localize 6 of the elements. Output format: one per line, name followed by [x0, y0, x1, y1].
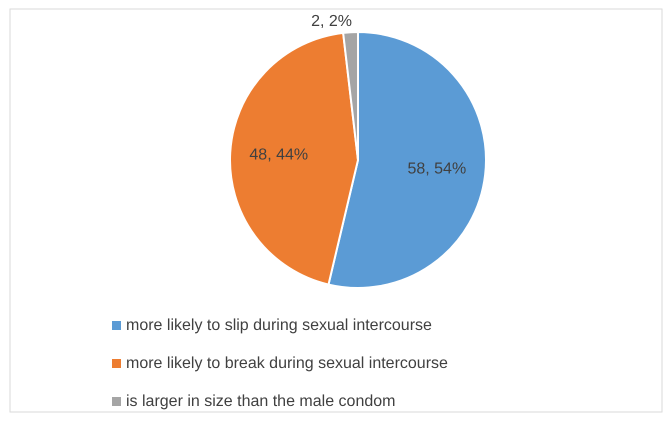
data-label: 2, 2% [311, 13, 352, 30]
data-label: 48, 44% [249, 146, 308, 164]
data-label: 58, 54% [407, 160, 466, 178]
legend-label: more likely to slip during sexual intercourse [126, 317, 432, 334]
legend-label: is larger in size than the male condom [126, 393, 396, 410]
legend-label: more likely to break during sexual intercourse [126, 355, 448, 372]
